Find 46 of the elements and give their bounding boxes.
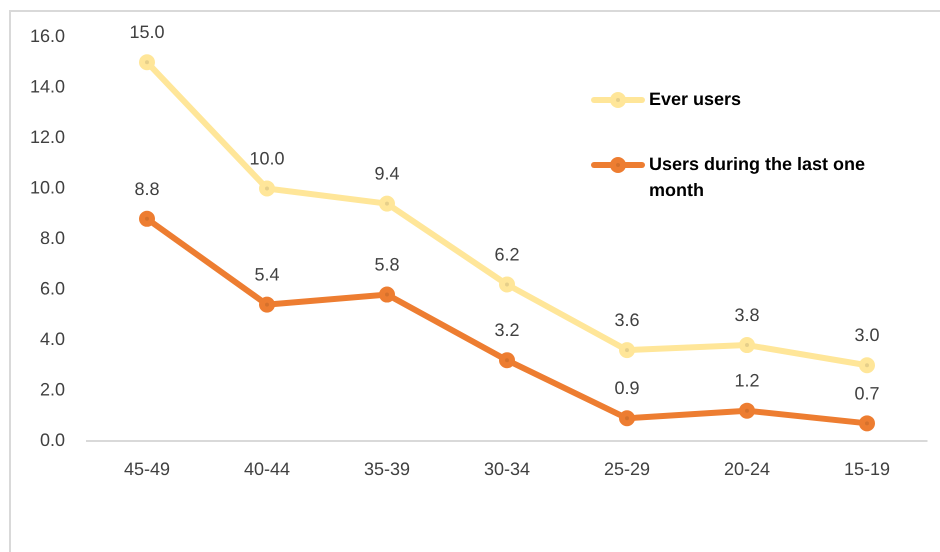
y-tick-label: 8.0 [40,228,65,248]
data-label: 1.2 [734,370,760,391]
legend-label: Ever users [649,88,742,109]
point [379,196,395,212]
data-label: 10.0 [249,148,285,168]
y-tick-label: 14.0 [30,76,65,96]
y-tick-label: 0.0 [40,430,65,450]
data-label: 3.8 [734,305,760,326]
y-tick-label: 10.0 [30,177,65,198]
data-label: 3.6 [614,310,640,330]
data-label: 6.2 [494,244,520,264]
data-label: 0.7 [854,383,880,404]
point [619,410,635,426]
y-tick-label: 12.0 [30,126,65,147]
point [139,54,155,70]
data-label: 0.9 [614,378,640,398]
point [379,286,395,303]
data-label: 15.0 [129,22,165,42]
point [499,276,515,292]
point [499,352,515,368]
x-tick-label: 20-24 [724,458,770,479]
point [859,415,875,432]
legend-label: Users during the last one month [649,154,866,200]
point [739,337,755,354]
x-tick-label: 40-44 [244,458,290,479]
point [619,342,635,358]
data-label: 8.8 [134,178,160,199]
y-tick-label: 2.0 [40,379,65,400]
data-label: 5.4 [254,264,280,285]
data-label: 5.8 [374,254,400,275]
data-label: 3.2 [494,320,520,340]
y-tick-label: 4.0 [40,328,65,349]
point [859,357,875,374]
point [139,210,155,227]
data-label: 3.0 [854,325,880,346]
x-tick-label: 30-34 [484,458,530,479]
x-tick-label: 15-19 [844,458,890,479]
y-tick-label: 6.0 [40,278,65,298]
x-tick-label: 25-29 [604,458,650,479]
x-tick-label: 35-39 [364,458,410,479]
point [259,296,275,313]
point [259,180,275,196]
point [739,402,755,419]
x-tick-label: 45-49 [124,458,170,479]
y-tick-label: 16.0 [30,26,65,46]
data-label: 9.4 [374,164,400,184]
